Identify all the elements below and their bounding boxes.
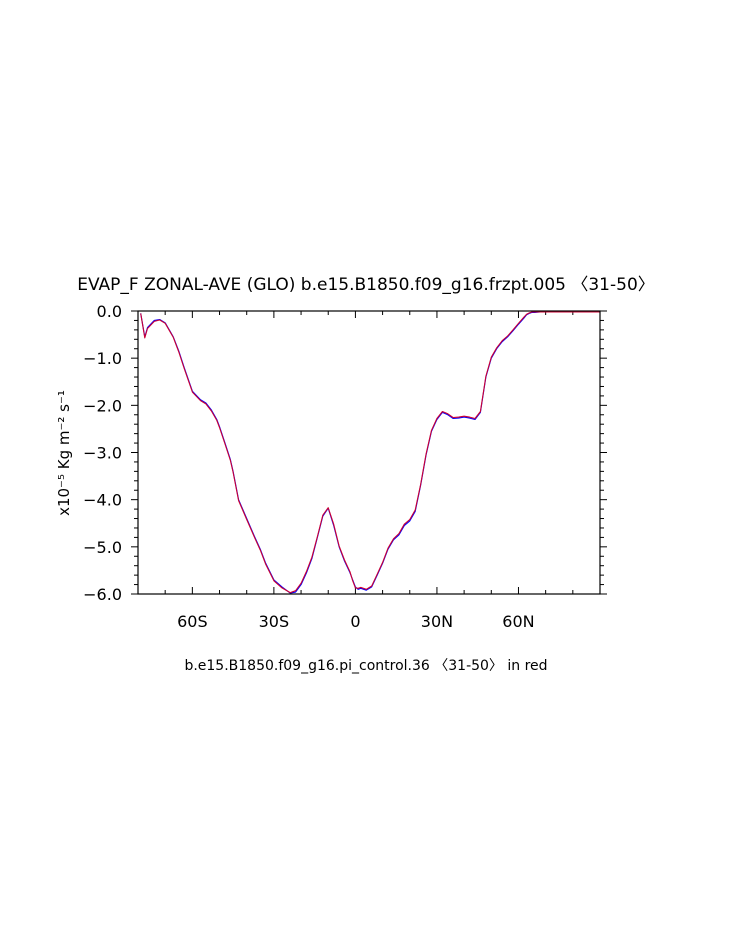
y-tick-labels: 0.0 −1.0 −2.0 −3.0 −4.0 −5.0 −6.0 [83,302,122,604]
y-axis-label: x10⁻⁵ Kg m⁻² s⁻¹ [55,390,73,516]
x-tick-label: 30N [421,612,453,631]
data-series [140,311,600,594]
y-tick-label: −6.0 [83,585,122,604]
plot-frame [137,310,601,595]
y-tick-label: −4.0 [83,491,122,510]
series-line-1 [140,311,600,594]
y-tick-label: −1.0 [83,349,122,368]
y-tick-label: −3.0 [83,444,122,463]
series-line-2 [140,311,600,594]
axis-ticks [131,310,607,595]
x-tick-label: 30S [259,612,290,631]
y-tick-label: −5.0 [83,538,122,557]
x-tick-label: 0 [350,612,360,631]
x-tick-label: 60S [177,612,208,631]
y-tick-label: −2.0 [83,396,122,415]
x-tick-label: 60N [502,612,534,631]
chart-title: EVAP_F ZONAL-AVE (GLO) b.e15.B1850.f09_g… [77,275,655,295]
chart-caption: b.e15.B1850.f09_g16.pi_control.36 〈31-50… [184,658,547,674]
x-tick-labels: 60S 30S 0 30N 60N [177,612,535,631]
y-tick-label: 0.0 [97,302,122,321]
